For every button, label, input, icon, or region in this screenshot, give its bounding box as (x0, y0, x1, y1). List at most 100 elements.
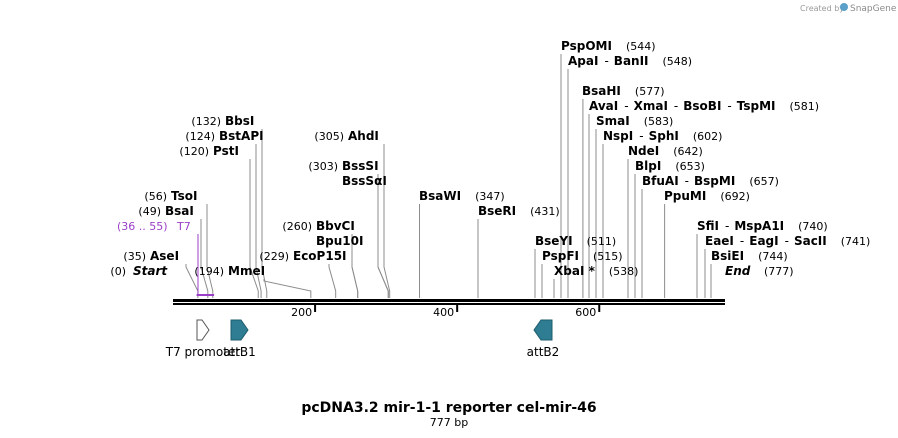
site-bbsi[interactable]: (132) BbsI (191, 114, 254, 128)
site-labels-layer: (35) AseI (49) BsaI(56) TsoI (120) PstI(124) Bs… (123, 39, 870, 278)
feature-t7-promoter[interactable]: T7 promoter (165, 319, 241, 359)
enzyme-name: BssSI (342, 159, 379, 173)
site-ndei[interactable]: NdeI (642) (628, 144, 703, 158)
enzyme-name: BanII (614, 54, 649, 68)
site-pspfi[interactable]: PspFI (515) (542, 249, 623, 263)
tick-label: 600 (575, 306, 596, 319)
start-label: Start (133, 264, 168, 278)
enzyme-name: AseI (150, 249, 179, 263)
site-line-mmei (263, 279, 312, 298)
site-nspi[interactable]: NspI - SphI (602) (603, 129, 722, 143)
name-separator: - (604, 54, 608, 68)
enzyme-name: TsoI (171, 189, 197, 203)
site-line-bpu10i (351, 249, 359, 298)
site-position: (124) (185, 130, 215, 143)
site-position: (511) (587, 235, 617, 248)
site-position: (741) (841, 235, 871, 248)
name-separator: - (674, 99, 678, 113)
site-apai[interactable]: ApaI - BanII (548) (568, 54, 692, 68)
name-separator: - (785, 234, 789, 248)
end-position: (777) (764, 265, 794, 278)
site-position: (602) (693, 130, 723, 143)
site-pspomi[interactable]: PspOMI (544) (561, 39, 656, 53)
feature-label: attB2 (527, 345, 560, 359)
site-position: (35) (123, 250, 146, 263)
site-ecop15i[interactable]: (229) EcoP15I (259, 249, 346, 263)
site-bsawi[interactable]: BsaWI (347) (419, 189, 505, 203)
map-length: 777 bp (430, 416, 468, 429)
enzyme-name: SacII (794, 234, 827, 248)
site-position: (303) (308, 160, 338, 173)
map-title: pcDNA3.2 mir-1-1 reporter cel-mir-46 (301, 400, 596, 416)
site-lines-layer (185, 54, 712, 298)
site-bsssai[interactable]: BssSαI (342, 174, 387, 188)
site-asei[interactable]: (35) AseI (123, 249, 179, 263)
site-position: (515) (593, 250, 623, 263)
site-bseyi[interactable]: BseYI (511) (535, 234, 616, 248)
site-position: (49) (138, 205, 161, 218)
site-bsai[interactable]: (49) BsaI (138, 204, 193, 218)
site-ppumi[interactable]: PpuMI (692) (664, 189, 750, 203)
site-bsssi[interactable]: (303) BssSI (308, 159, 378, 173)
site-position: (642) (673, 145, 703, 158)
site-bstapi[interactable]: (124) BstAPI (185, 129, 263, 143)
site-avai[interactable]: AvaI - XmaI - BsoBI - TspMI (581) (589, 99, 819, 113)
site-tsoi[interactable]: (56) TsoI (144, 189, 197, 203)
enzyme-name: BfuAI (642, 174, 679, 188)
site-bsahi[interactable]: BsaHI (577) (582, 84, 665, 98)
site-xbai[interactable]: XbaI * (538) (554, 264, 638, 278)
primer-name: T7 (176, 220, 191, 233)
site-position: (120) (179, 145, 209, 158)
site-position: (692) (720, 190, 750, 203)
enzyme-name: PpuMI (664, 189, 706, 203)
site-eaei[interactable]: EaeI - EagI - SacII (741) (705, 234, 870, 248)
site-position: (544) (626, 40, 656, 53)
feature-arrow-icon (230, 319, 249, 341)
site-smai[interactable]: SmaI (583) (596, 114, 673, 128)
site-bfuai[interactable]: BfuAI - BspMI (657) (642, 174, 779, 188)
site-position: (548) (663, 55, 693, 68)
credit-brand: SnapGene (850, 4, 897, 14)
site-psti[interactable]: (120) PstI (179, 144, 239, 158)
site-bsiei[interactable]: BsiEI (744) (711, 249, 788, 263)
feature-attb1[interactable]: attB1 (223, 319, 256, 359)
name-separator: - (685, 174, 689, 188)
site-bbvci[interactable]: (260) BbvCI (282, 219, 354, 233)
enzyme-name: Bpu10I (316, 234, 363, 248)
name-separator: - (624, 99, 628, 113)
site-bpu10i[interactable]: Bpu10I (316, 234, 363, 248)
enzyme-name: NspI (603, 129, 633, 143)
site-line-tsoi (206, 204, 214, 298)
site-position: (431) (530, 205, 560, 218)
site-ahdi[interactable]: (305) AhdI (314, 129, 378, 143)
site-position: (744) (758, 250, 788, 263)
site-position: (577) (635, 85, 665, 98)
site-position: (56) (144, 190, 167, 203)
site-blpi[interactable]: BlpI (653) (635, 159, 705, 173)
site-line-psti (249, 159, 259, 298)
site-position: (740) (798, 220, 828, 233)
name-separator: - (639, 129, 643, 143)
enzyme-name: BbsI (225, 114, 254, 128)
backbone-bottom-strand (173, 303, 725, 305)
enzyme-name: ApaI (568, 54, 598, 68)
name-separator: - (725, 219, 729, 233)
enzyme-name: SmaI (596, 114, 630, 128)
enzyme-name: BbvCI (316, 219, 355, 233)
site-sfii[interactable]: SfiI - MspA1I (740) (697, 219, 828, 233)
site-mmei[interactable]: (194) MmeI (194, 264, 265, 278)
enzyme-name: AhdI (348, 129, 379, 143)
site-position: (194) (194, 265, 224, 278)
backbone-top-strand (173, 299, 725, 302)
site-line-ahdi (383, 144, 391, 298)
enzyme-name: BlpI (635, 159, 661, 173)
site-bseri[interactable]: BseRI (431) (478, 204, 560, 218)
enzyme-name: BsaHI (582, 84, 621, 98)
site-line-bsssai (377, 189, 389, 298)
enzyme-name: BsiEI (711, 249, 744, 263)
enzyme-name: BstAPI (219, 129, 264, 143)
name-separator: - (727, 99, 731, 113)
feature-attb2[interactable]: attB2 (527, 319, 560, 359)
